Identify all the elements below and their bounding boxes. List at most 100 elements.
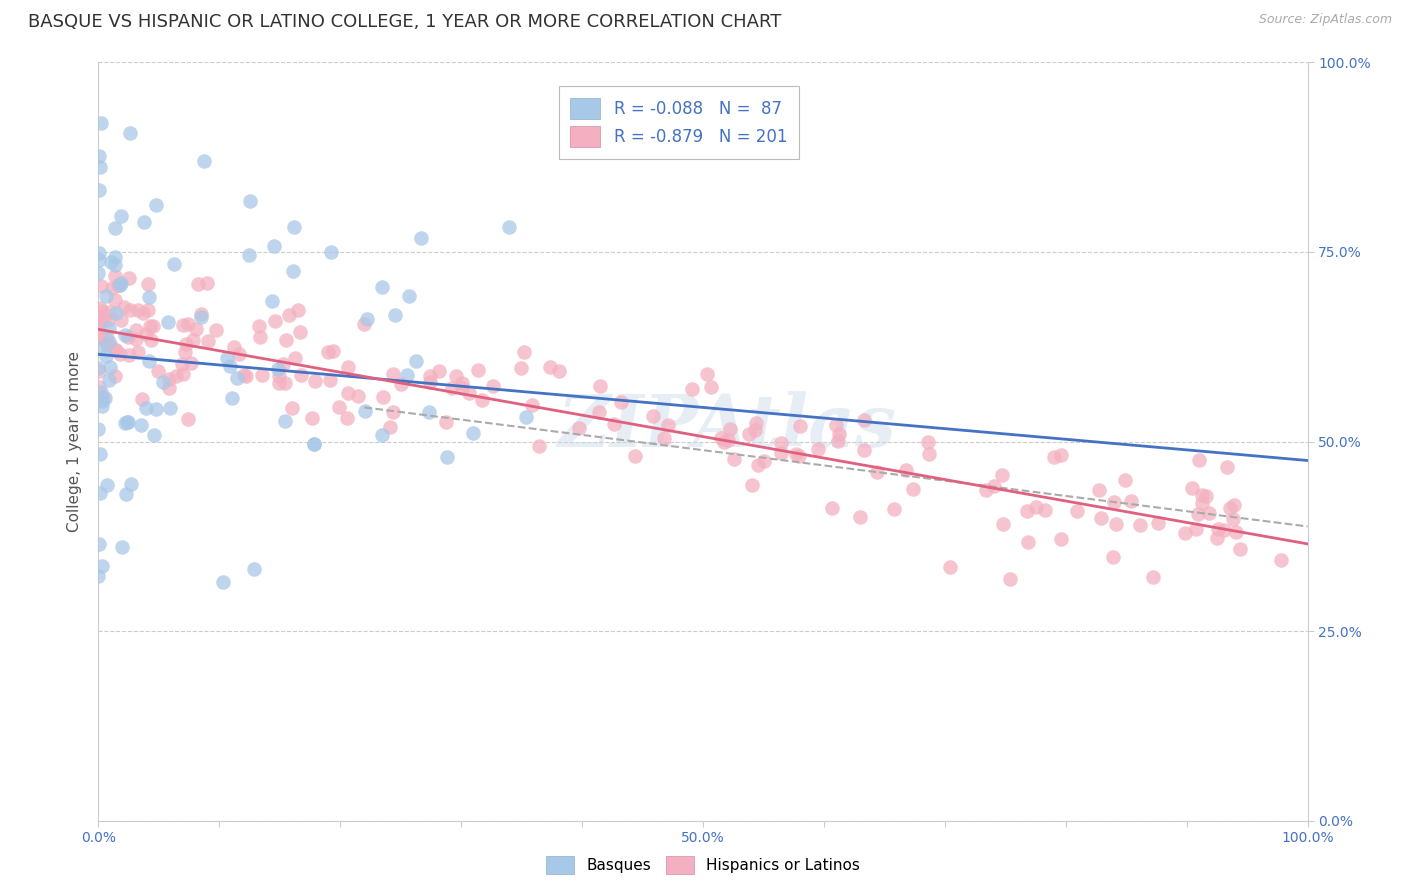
- Point: [222, 340, 245, 354]
- Point: [354, 403, 377, 417]
- Point: [754, 454, 776, 468]
- Point: [353, 317, 375, 331]
- Point: [319, 373, 342, 387]
- Point: [821, 500, 844, 515]
- Point: [337, 359, 360, 374]
- Point: [177, 411, 200, 425]
- Point: [278, 309, 301, 323]
- Point: [1050, 449, 1073, 463]
- Point: [138, 277, 160, 291]
- Point: [157, 372, 180, 386]
- Point: [87, 361, 110, 376]
- Point: [681, 382, 703, 396]
- Point: [110, 209, 132, 223]
- Point: [1105, 517, 1128, 532]
- Point: [267, 369, 290, 384]
- Point: [136, 303, 159, 318]
- Point: [322, 344, 344, 359]
- Point: [356, 311, 378, 326]
- Point: [723, 452, 745, 467]
- Point: [159, 401, 181, 415]
- Point: [991, 468, 1014, 483]
- Point: [87, 314, 110, 328]
- Point: [132, 215, 155, 229]
- Point: [226, 371, 249, 385]
- Point: [271, 357, 294, 371]
- Point: [538, 359, 561, 374]
- Point: [89, 246, 111, 260]
- Point: [104, 368, 127, 383]
- Point: [104, 293, 127, 308]
- Point: [302, 437, 325, 451]
- Point: [865, 465, 887, 479]
- Point: [696, 367, 718, 381]
- Point: [104, 250, 127, 264]
- Point: [172, 367, 194, 381]
- Point: [115, 415, 138, 429]
- Point: [371, 279, 394, 293]
- Point: [125, 323, 148, 337]
- Point: [96, 337, 118, 351]
- Point: [825, 417, 848, 432]
- Point: [98, 305, 121, 319]
- Point: [108, 347, 131, 361]
- Point: [204, 324, 226, 338]
- Point: [1121, 494, 1143, 508]
- Point: [193, 153, 215, 168]
- Point: [785, 447, 807, 461]
- Point: [131, 417, 153, 432]
- Point: [769, 446, 792, 460]
- Point: [652, 431, 675, 445]
- Point: [221, 391, 243, 405]
- Legend: R = -0.088   N =  87, R = -0.879   N = 201: R = -0.088 N = 87, R = -0.879 N = 201: [558, 86, 799, 159]
- Point: [396, 368, 419, 383]
- Point: [741, 477, 763, 491]
- Point: [1188, 452, 1211, 467]
- Point: [450, 381, 472, 395]
- Point: [529, 438, 551, 452]
- Point: [96, 330, 118, 344]
- Point: [1185, 522, 1208, 536]
- Point: [789, 419, 811, 434]
- Point: [239, 194, 262, 208]
- Point: [135, 326, 157, 341]
- Point: [588, 378, 610, 392]
- Point: [787, 449, 810, 463]
- Point: [87, 182, 110, 196]
- Point: [135, 401, 157, 415]
- Point: [263, 239, 285, 253]
- Point: [939, 559, 962, 574]
- Point: [118, 270, 141, 285]
- Point: [894, 463, 917, 477]
- Point: [87, 380, 110, 394]
- Point: [1066, 504, 1088, 518]
- Point: [103, 220, 125, 235]
- Point: [183, 333, 205, 347]
- Point: [436, 450, 458, 465]
- Point: [197, 334, 219, 349]
- Point: [610, 395, 633, 409]
- Point: [90, 399, 112, 413]
- Point: [104, 306, 127, 320]
- Point: [1015, 504, 1038, 518]
- Point: [233, 368, 256, 382]
- Point: [247, 319, 270, 334]
- Point: [807, 442, 830, 457]
- Point: [91, 390, 114, 404]
- Point: [89, 301, 111, 315]
- Point: [444, 368, 467, 383]
- Point: [115, 487, 138, 501]
- Point: [716, 433, 738, 447]
- Point: [328, 400, 350, 414]
- Point: [100, 339, 122, 353]
- Point: [87, 569, 110, 583]
- Point: [90, 304, 112, 318]
- Point: [190, 310, 212, 324]
- Point: [90, 559, 112, 574]
- Point: [498, 219, 520, 234]
- Point: [1187, 507, 1209, 521]
- Point: [112, 300, 135, 314]
- Point: [100, 255, 122, 269]
- Point: [163, 257, 186, 271]
- Point: [97, 313, 120, 327]
